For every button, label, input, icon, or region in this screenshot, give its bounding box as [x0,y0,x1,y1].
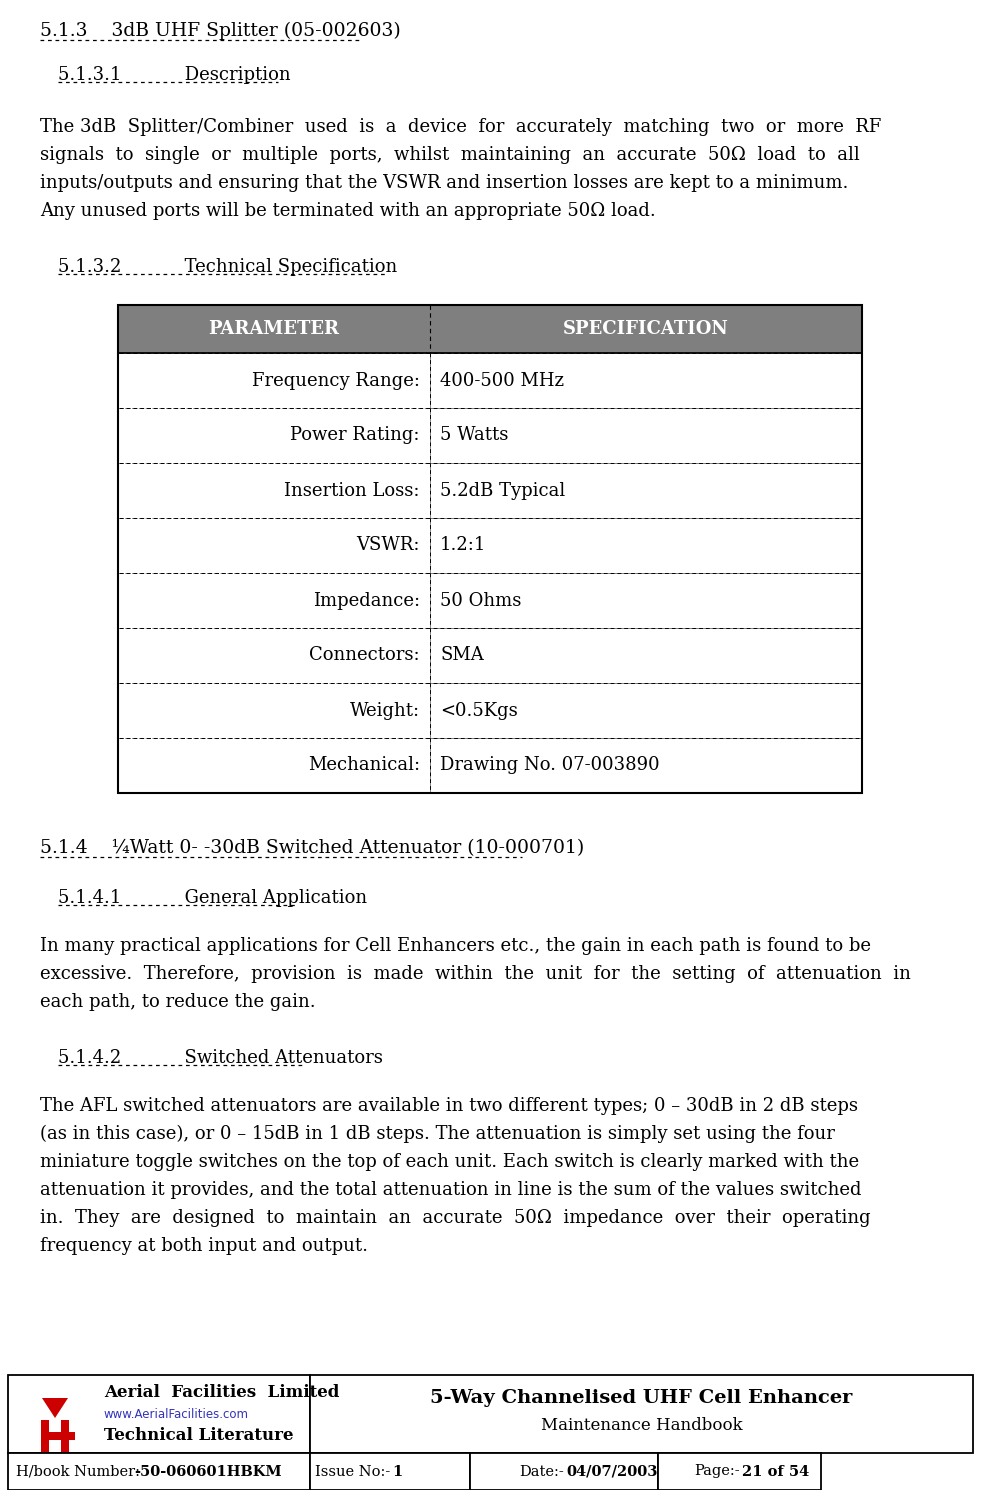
Text: Mechanical:: Mechanical: [308,757,420,775]
Text: Technical Literature: Technical Literature [104,1427,293,1444]
Text: www.AerialFacilities.com: www.AerialFacilities.com [104,1408,249,1420]
Text: excessive.  Therefore,  provision  is  made  within  the  unit  for  the  settin: excessive. Therefore, provision is made … [40,966,911,983]
Bar [470,1453,658,1490]
Text: (as in this case), or 0 – 15dB in 1 dB steps. The attenuation is simply set usin: (as in this case), or 0 – 15dB in 1 dB s… [40,1125,835,1143]
Text: inputs/outputs and ensuring that the VSWR and insertion losses are kept to a min: inputs/outputs and ensuring that the VSW… [40,174,849,192]
Text: Date:-: Date:- [519,1465,564,1478]
Polygon shape [42,1398,68,1418]
Text: signals  to  single  or  multiple  ports,  whilst  maintaining  an  accurate  50: signals to single or multiple ports, whi… [40,146,859,164]
Text: H/book Number:: H/book Number: [16,1465,140,1478]
Text: In many practical applications for Cell Enhancers etc., the gain in each path is: In many practical applications for Cell … [40,937,871,955]
Bar [430,627,862,682]
Text: 5.2dB Typical: 5.2dB Typical [440,481,565,499]
Text: 5-Way Channelised UHF Cell Enhancer: 5-Way Channelised UHF Cell Enhancer [431,1389,852,1408]
Bar [430,463,862,519]
Text: 50 Ohms: 50 Ohms [440,592,521,609]
Text: Issue No:-: Issue No:- [315,1465,390,1478]
Text: VSWR:: VSWR: [356,536,420,554]
Bar [430,519,862,574]
Text: 04/07/2003: 04/07/2003 [566,1465,657,1478]
Bar [310,1453,470,1490]
Text: Frequency Range:: Frequency Range: [252,371,420,389]
Bar [118,305,862,353]
Text: attenuation it provides, and the total attenuation in line is the sum of the val: attenuation it provides, and the total a… [40,1182,861,1199]
Bar [118,627,430,682]
Text: miniature toggle switches on the top of each unit. Each switch is clearly marked: miniature toggle switches on the top of … [40,1153,859,1171]
Text: 5.1.3.2           Technical Specification: 5.1.3.2 Technical Specification [58,258,397,276]
Text: 21 of 54: 21 of 54 [742,1465,808,1478]
Text: 5.1.3.1           Description: 5.1.3.1 Description [58,66,290,83]
Text: 5.1.3    3dB UHF Splitter (05-002603): 5.1.3 3dB UHF Splitter (05-002603) [40,22,401,40]
Text: Aerial  Facilities  Limited: Aerial Facilities Limited [104,1384,339,1401]
Text: Connectors:: Connectors: [309,647,420,665]
Text: 5.1.4    ¼Watt 0- -30dB Switched Attenuator (10-000701): 5.1.4 ¼Watt 0- -30dB Switched Attenuator… [40,839,585,857]
Text: frequency at both input and output.: frequency at both input and output. [40,1237,368,1255]
Text: Impedance:: Impedance: [313,592,420,609]
Bar [310,1375,973,1453]
Bar [430,574,862,627]
Bar [430,408,862,463]
Text: PARAMETER: PARAMETER [209,320,339,338]
Text: -50-060601HBKM: -50-060601HBKM [134,1465,282,1478]
Bar [118,682,430,738]
Bar [41,1420,49,1451]
Bar [658,1453,821,1490]
Text: 5.1.4.1           General Application: 5.1.4.1 General Application [58,890,367,907]
Bar [8,1453,310,1490]
Text: SMA: SMA [440,647,484,665]
Text: Weight:: Weight: [350,702,420,720]
Text: The 3dB  Splitter/Combiner  used  is  a  device  for  accurately  matching  two : The 3dB Splitter/Combiner used is a devi… [40,118,881,136]
Bar [118,353,430,408]
Bar [118,305,862,793]
Bar [430,682,862,738]
Text: 1: 1 [392,1465,402,1478]
Bar [61,1420,69,1451]
Text: Drawing No. 07-003890: Drawing No. 07-003890 [440,757,659,775]
Text: SPECIFICATION: SPECIFICATION [563,320,729,338]
Bar [118,519,430,574]
Bar [118,408,430,463]
Bar [430,353,862,408]
Text: The AFL switched attenuators are available in two different types; 0 – 30dB in 2: The AFL switched attenuators are availab… [40,1097,858,1115]
Text: 400-500 MHz: 400-500 MHz [440,371,564,389]
Bar [41,1432,75,1439]
Text: Maintenance Handbook: Maintenance Handbook [541,1417,743,1435]
Text: 1.2:1: 1.2:1 [440,536,487,554]
Bar [430,738,862,793]
Bar [118,738,430,793]
Text: Power Rating:: Power Rating: [290,426,420,444]
Text: 5.1.4.2           Switched Attenuators: 5.1.4.2 Switched Attenuators [58,1049,383,1067]
Bar [118,463,430,519]
Text: <0.5Kgs: <0.5Kgs [440,702,518,720]
Text: 5 Watts: 5 Watts [440,426,508,444]
Text: each path, to reduce the gain.: each path, to reduce the gain. [40,992,316,1012]
Bar [118,574,430,627]
Text: Page:-: Page:- [694,1465,740,1478]
Text: in.  They  are  designed  to  maintain  an  accurate  50Ω  impedance  over  thei: in. They are designed to maintain an acc… [40,1208,870,1226]
Text: Insertion Loss:: Insertion Loss: [284,481,420,499]
Text: Any unused ports will be terminated with an appropriate 50Ω load.: Any unused ports will be terminated with… [40,203,655,221]
Bar [8,1375,310,1453]
